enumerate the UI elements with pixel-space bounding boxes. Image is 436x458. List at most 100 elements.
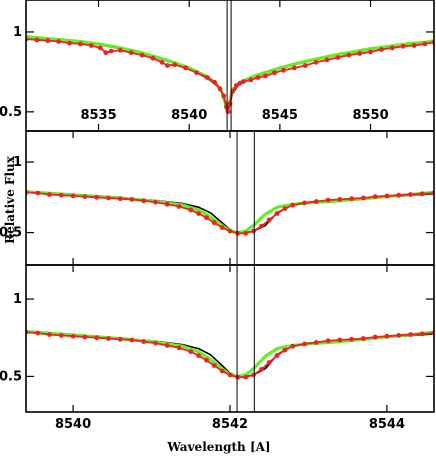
data-point <box>58 192 64 198</box>
data-point <box>266 360 272 365</box>
data-point <box>274 353 280 358</box>
data-point <box>282 347 288 353</box>
data-point <box>165 63 170 68</box>
data-point <box>259 367 264 372</box>
data-point <box>82 334 88 340</box>
data-point <box>302 341 307 347</box>
data-point <box>349 336 354 342</box>
data-point <box>47 332 52 337</box>
x-tick-label: 8550 <box>352 108 388 123</box>
data-point <box>219 225 225 231</box>
data-point <box>361 336 366 341</box>
data-point <box>396 333 402 338</box>
data-point <box>164 201 170 207</box>
data-point <box>172 62 178 68</box>
y-tick-label: 0.5 <box>0 105 22 120</box>
data-point <box>217 86 223 92</box>
data-point <box>379 47 384 52</box>
y-tick-label: 1 <box>13 292 22 307</box>
data-point <box>255 75 261 80</box>
data-point <box>129 337 135 343</box>
data-point <box>281 67 286 73</box>
data-point <box>94 335 99 341</box>
x-axis-title: Wavelength [A] <box>166 440 270 454</box>
data-point <box>411 43 417 48</box>
data-point <box>302 63 308 68</box>
data-point <box>282 206 288 212</box>
data-point <box>251 372 256 378</box>
data-point <box>224 104 229 110</box>
data-point <box>384 333 390 339</box>
y-tick-label: 1 <box>13 25 22 40</box>
panel-middle: 0.51 <box>0 130 435 266</box>
data-point <box>117 336 123 342</box>
data-point <box>106 336 111 341</box>
data-point <box>82 194 88 200</box>
data-point <box>225 109 231 115</box>
data-point <box>272 70 277 76</box>
y-tick-label: 0.5 <box>0 226 22 241</box>
data-point <box>419 331 425 337</box>
data-point <box>290 202 296 208</box>
data-point <box>237 80 243 86</box>
series-line-bottom-1 <box>26 329 434 378</box>
data-point <box>35 330 41 336</box>
data-point <box>384 193 390 199</box>
data-point <box>108 48 114 54</box>
data-point <box>188 207 194 213</box>
data-point <box>153 340 158 346</box>
data-point <box>349 196 354 202</box>
data-point <box>337 337 343 343</box>
data-point <box>227 372 233 378</box>
data-point <box>211 220 217 226</box>
panel-bottom: 8540 8542 8544 0.5 1 <box>0 264 435 432</box>
x-tick-label: 8542 <box>212 417 248 432</box>
data-point <box>139 52 145 58</box>
data-point <box>227 228 233 234</box>
data-point <box>221 93 227 99</box>
data-point <box>263 73 268 79</box>
data-point <box>67 40 72 46</box>
data-point <box>129 197 135 202</box>
data-point <box>194 70 199 76</box>
data-point <box>368 49 373 55</box>
data-point <box>337 197 343 202</box>
data-point <box>196 353 202 358</box>
y-tick-label: 0.5 <box>0 369 22 384</box>
data-point <box>408 192 413 197</box>
data-point <box>153 199 158 205</box>
data-point <box>34 37 40 43</box>
data-point <box>35 190 41 196</box>
data-point <box>372 194 378 200</box>
data-point <box>70 333 76 339</box>
x-tick-label: 8535 <box>80 108 116 123</box>
data-point <box>97 45 103 51</box>
data-point <box>141 339 147 344</box>
data-point <box>106 195 111 201</box>
plot-area-top <box>26 35 434 115</box>
data-point <box>196 211 202 216</box>
data-point <box>324 57 330 63</box>
data-point <box>325 338 331 344</box>
data-point <box>396 192 402 198</box>
y-axis-title: Relative Flux <box>3 155 17 244</box>
data-point <box>325 197 331 203</box>
data-point <box>128 50 134 56</box>
data-point <box>159 59 165 65</box>
data-point <box>292 65 297 71</box>
data-point <box>290 343 296 349</box>
plot-area-bottom <box>26 329 434 380</box>
data-point <box>176 204 182 209</box>
data-point <box>103 50 109 56</box>
data-point <box>389 45 395 51</box>
data-point <box>56 39 61 44</box>
data-point <box>266 217 272 223</box>
data-point <box>313 340 319 345</box>
data-point <box>141 198 147 204</box>
data-point <box>164 343 170 348</box>
data-point <box>219 368 225 374</box>
data-point <box>183 65 189 71</box>
x-tick-label: 8545 <box>262 108 298 123</box>
data-point <box>241 79 247 84</box>
